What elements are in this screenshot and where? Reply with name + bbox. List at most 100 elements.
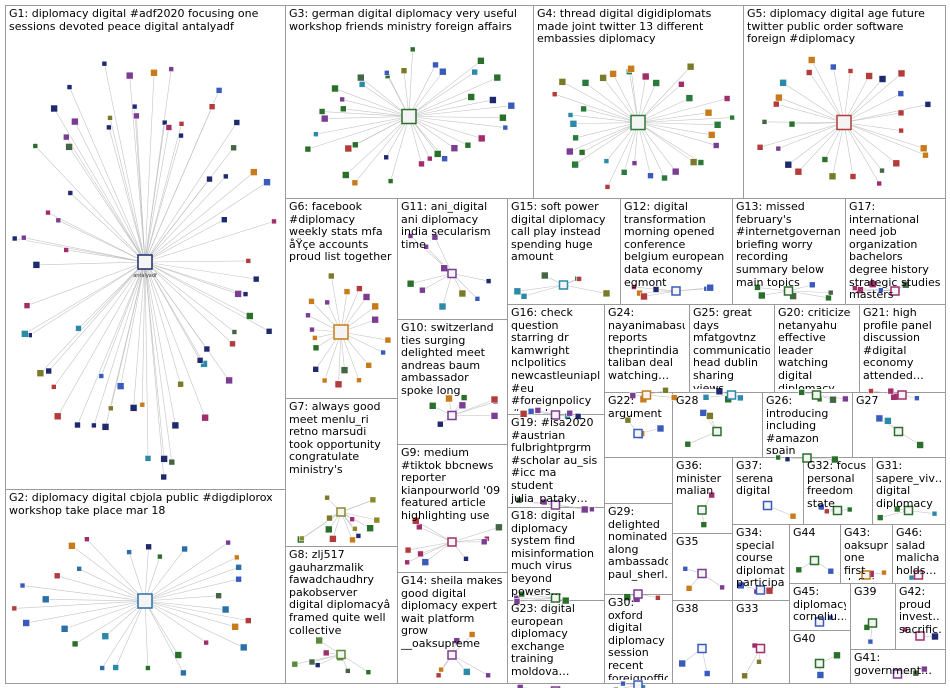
vertex-node[interactable] (662, 386, 669, 394)
vertex-node[interactable] (897, 109, 905, 117)
vertex-node[interactable] (71, 640, 79, 648)
vertex-node[interactable] (351, 179, 359, 187)
vertex-node[interactable] (779, 79, 787, 87)
vertex-node[interactable] (53, 572, 61, 580)
hub-vertex-g45[interactable] (814, 617, 825, 627)
vertex-node[interactable] (623, 593, 632, 601)
vertex-node[interactable] (540, 271, 549, 280)
vertex-node[interactable] (349, 516, 356, 523)
vertex-node[interactable] (699, 409, 708, 417)
vertex-node[interactable] (36, 369, 45, 378)
vertex-node[interactable] (380, 349, 386, 356)
hub-vertex-g30[interactable] (633, 680, 643, 688)
vertex-node[interactable] (165, 124, 173, 131)
hub-vertex-g20[interactable] (811, 390, 822, 400)
hub-vertex-g34[interactable] (755, 585, 766, 595)
vertex-node[interactable] (515, 496, 523, 504)
vertex-node[interactable] (708, 491, 716, 499)
vertex-node[interactable] (775, 145, 782, 152)
vertex-node[interactable] (458, 289, 467, 298)
vertex-node[interactable] (851, 285, 858, 291)
vertex-node[interactable] (246, 312, 254, 320)
vertex-node[interactable] (919, 144, 928, 153)
vertex-node[interactable] (423, 244, 429, 250)
vertex-node[interactable] (445, 394, 453, 403)
vertex-node[interactable] (902, 626, 908, 633)
vertex-node[interactable] (881, 569, 887, 576)
vertex-node[interactable] (11, 605, 18, 612)
vertex-node[interactable] (795, 566, 803, 574)
vertex-node[interactable] (761, 119, 768, 125)
vertex-node[interactable] (875, 414, 884, 423)
vertex-node[interactable] (245, 617, 252, 624)
vertex-node[interactable] (327, 272, 335, 280)
vertex-node[interactable] (387, 178, 394, 184)
hub-vertex-g43[interactable] (861, 570, 871, 580)
vertex-node[interactable] (433, 150, 442, 158)
vertex-node[interactable] (324, 525, 333, 534)
vertex-node[interactable] (580, 105, 587, 113)
vertex-node[interactable] (22, 619, 31, 627)
vertex-node[interactable] (145, 665, 151, 671)
vertex-node[interactable] (326, 514, 333, 522)
vertex-node[interactable] (846, 506, 853, 513)
vertex-node[interactable] (45, 209, 51, 216)
vertex-node[interactable] (609, 70, 617, 78)
vertex-node[interactable] (703, 670, 711, 677)
vertex-node[interactable] (825, 294, 832, 302)
vertex-node[interactable] (315, 636, 324, 645)
vertex-node[interactable] (736, 581, 745, 590)
vertex-node[interactable] (435, 672, 442, 679)
vertex-node[interactable] (365, 361, 373, 369)
vertex-node[interactable] (20, 330, 29, 338)
hub-vertex-g24[interactable] (641, 390, 652, 400)
vertex-node[interactable] (101, 632, 110, 641)
hub-vertex-g16[interactable] (550, 410, 561, 420)
vertex-node[interactable] (737, 394, 744, 402)
vertex-node[interactable] (438, 67, 447, 76)
vertex-node[interactable] (133, 112, 140, 120)
vertex-node[interactable] (655, 594, 661, 601)
vertex-node[interactable] (415, 523, 423, 531)
vertex-node[interactable] (784, 456, 791, 463)
hub-vertex-g40[interactable] (814, 658, 825, 669)
vertex-node[interactable] (131, 103, 138, 110)
vertex-node[interactable] (656, 424, 665, 433)
vertex-node[interactable] (230, 144, 237, 152)
vertex-node[interactable] (551, 91, 558, 97)
vertex-node[interactable] (174, 651, 183, 659)
vertex-node[interactable] (817, 503, 825, 511)
vertex-node[interactable] (629, 392, 637, 399)
vertex-node[interactable] (404, 546, 412, 554)
hub-vertex-g37[interactable] (762, 500, 773, 511)
vertex-node[interactable] (206, 175, 213, 183)
hub-vertex-g26[interactable] (802, 453, 812, 463)
vertex-node[interactable] (144, 455, 152, 462)
vertex-node[interactable] (55, 217, 62, 224)
vertex-node[interactable] (867, 638, 874, 645)
vertex-node[interactable] (215, 592, 222, 600)
vertex-node[interactable] (474, 295, 481, 302)
vertex-node[interactable] (203, 345, 211, 353)
vertex-node[interactable] (807, 56, 816, 64)
vertex-node[interactable] (520, 292, 528, 300)
vertex-node[interactable] (225, 539, 231, 546)
vertex-node[interactable] (203, 639, 209, 646)
vertex-node[interactable] (878, 287, 884, 294)
vertex-node[interactable] (318, 108, 326, 115)
vertex-node[interactable] (312, 344, 320, 352)
vertex-node[interactable] (670, 394, 678, 401)
vertex-node[interactable] (571, 160, 579, 169)
vertex-node[interactable] (312, 365, 320, 373)
vertex-node[interactable] (704, 108, 713, 117)
vertex-node[interactable] (892, 159, 901, 168)
vertex-node[interactable] (931, 632, 939, 641)
vertex-node[interactable] (741, 672, 748, 680)
hub-vertex-g6[interactable] (333, 324, 349, 340)
vertex-node[interactable] (565, 147, 574, 156)
vertex-node[interactable] (916, 441, 924, 449)
vertex-node[interactable] (490, 412, 499, 420)
vertex-node[interactable] (685, 94, 694, 102)
vertex-node[interactable] (263, 178, 271, 186)
hub-vertex-g2[interactable] (137, 593, 153, 609)
